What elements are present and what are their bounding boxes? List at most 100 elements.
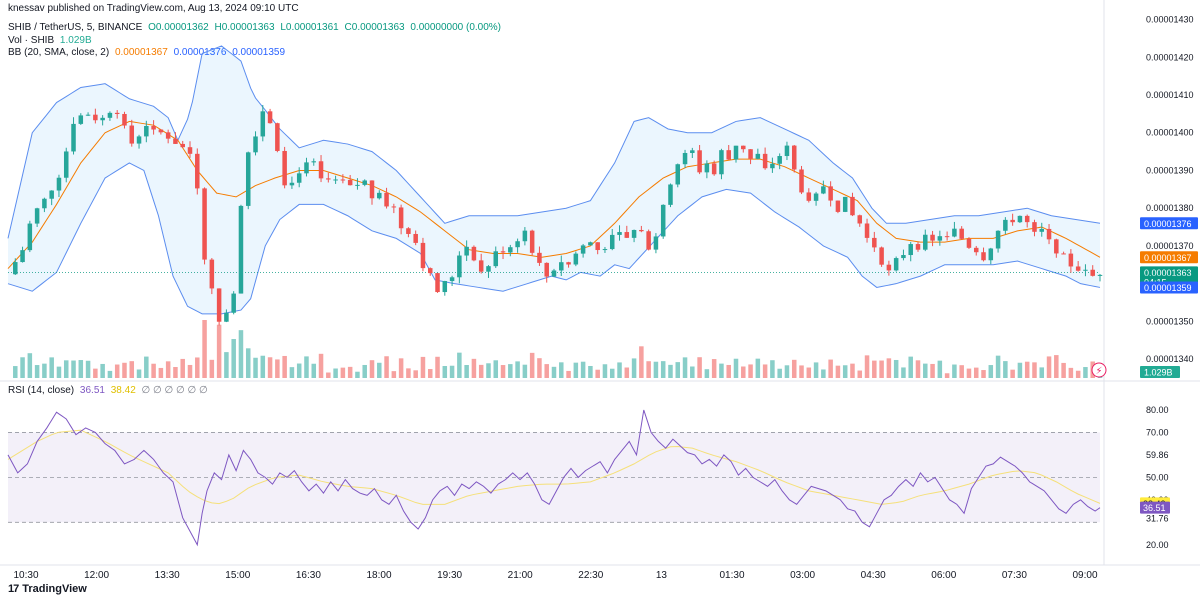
candle-body [952, 228, 957, 237]
volume-bar [1075, 370, 1081, 378]
candle-body [973, 247, 979, 253]
volume-bar [253, 357, 258, 378]
volume-bar [1068, 367, 1074, 378]
volume-bar [872, 360, 877, 378]
volume-bar [609, 368, 615, 378]
axes: 0.00001430 0.00001420 0.00001410 0.00001400… [13, 15, 1198, 581]
candle-body [260, 111, 266, 137]
volume-bar [835, 365, 841, 378]
volume-bar [435, 356, 440, 378]
price-tick-label: 0.00001410 [1146, 90, 1194, 100]
volume-bar [719, 363, 724, 378]
symbol-label[interactable]: SHIB / TetherUS, 5, BINANCE [8, 22, 143, 33]
volume-bar [908, 356, 913, 378]
volume-legend: Vol · SHIB 1.029B [8, 35, 95, 46]
volume-bar [457, 352, 462, 378]
candle-body [56, 177, 62, 191]
rsi-tick-label: 20.00 [1146, 540, 1169, 550]
candle-body [595, 242, 600, 251]
bb-legend: BB (20, SMA, close, 2) 0.00001367 0.0000… [8, 47, 288, 58]
candle-body [493, 251, 499, 267]
candle-body [959, 228, 964, 239]
candle-body [42, 198, 47, 209]
candle-body [384, 192, 389, 207]
candle-body [864, 223, 870, 238]
volume-bar [559, 362, 564, 378]
volume-bar [1010, 369, 1015, 378]
volume-badge [1140, 366, 1180, 378]
candle-body [588, 242, 593, 246]
candle-body [617, 232, 622, 235]
bb-lower-value: 0.00001359 [232, 47, 286, 58]
candle-body [813, 193, 819, 201]
price-badge [1140, 251, 1198, 264]
rsi-label[interactable]: RSI (14, close) [8, 385, 75, 396]
ohlc-change: 0.00000000 (0.00%) [410, 22, 501, 33]
candle-body [777, 156, 782, 164]
time-tick-label: 07:30 [1002, 570, 1027, 581]
time-tick-label: 21:00 [508, 570, 533, 581]
candle-body [289, 182, 295, 186]
volume-bar [202, 320, 207, 378]
candle-body [275, 123, 280, 151]
time-tick-label: 10:30 [13, 570, 38, 581]
volume-bar [151, 363, 156, 378]
candle-body [988, 248, 994, 261]
volume-bar [1046, 356, 1052, 378]
price-tick-label: 0.00001340 [1146, 354, 1194, 364]
time-tick-label: 12:00 [84, 570, 109, 581]
candle-body [27, 223, 33, 251]
volume-bar [289, 367, 295, 378]
volume-bar [449, 365, 455, 378]
candle-body [719, 150, 724, 175]
candle-body [245, 152, 251, 206]
candle-body [602, 249, 608, 251]
candle-body [806, 192, 812, 201]
volume-bar [13, 366, 18, 378]
candle-body [784, 145, 790, 157]
volume-bar [697, 357, 702, 378]
candle-body [231, 293, 236, 313]
volume-bar [755, 358, 761, 378]
volume-bar [842, 365, 848, 378]
volume-bar [624, 367, 630, 378]
volume-bar [675, 362, 681, 378]
candle-body [828, 186, 833, 201]
volume-bar [493, 360, 499, 378]
grid-lines [0, 0, 1200, 566]
volume-label[interactable]: Vol · SHIB [8, 35, 55, 46]
candle-body [646, 231, 651, 250]
tradingview-footer[interactable]: 17 TradingView [8, 583, 87, 595]
volume-bar [522, 364, 528, 378]
bb-upper-value: 0.00001376 [173, 47, 227, 58]
volume-bar [471, 358, 477, 378]
candle-body [20, 250, 25, 263]
volume-bar [995, 355, 1001, 378]
candle-body [187, 147, 193, 154]
volume-bar [784, 365, 790, 378]
volume-bar [340, 367, 346, 378]
time-tick-label: 16:30 [296, 570, 321, 581]
volume-value: 1.029B [59, 35, 92, 46]
bb-label[interactable]: BB (20, SMA, close, 2) [8, 47, 110, 58]
candle-body [1017, 215, 1023, 223]
candle-body [755, 153, 761, 159]
candle-body [559, 262, 564, 271]
volume-bar [850, 363, 855, 378]
candle-body [624, 232, 630, 238]
candle-body [770, 163, 775, 169]
volume-bar [1032, 362, 1037, 378]
candle-body [944, 236, 950, 238]
volume-bar [260, 355, 266, 378]
volume-bar [1054, 355, 1059, 378]
candle-body [107, 112, 113, 118]
candle-body [413, 233, 418, 243]
volume-bar [355, 371, 360, 378]
price-legend: SHIB / TetherUS, 5, BINANCE O0.00001362 … [8, 22, 504, 33]
candle-body [901, 255, 906, 259]
volume-bar [959, 365, 964, 378]
candle-body [915, 244, 921, 250]
volume-bar [129, 361, 135, 378]
candle-body [71, 123, 76, 152]
